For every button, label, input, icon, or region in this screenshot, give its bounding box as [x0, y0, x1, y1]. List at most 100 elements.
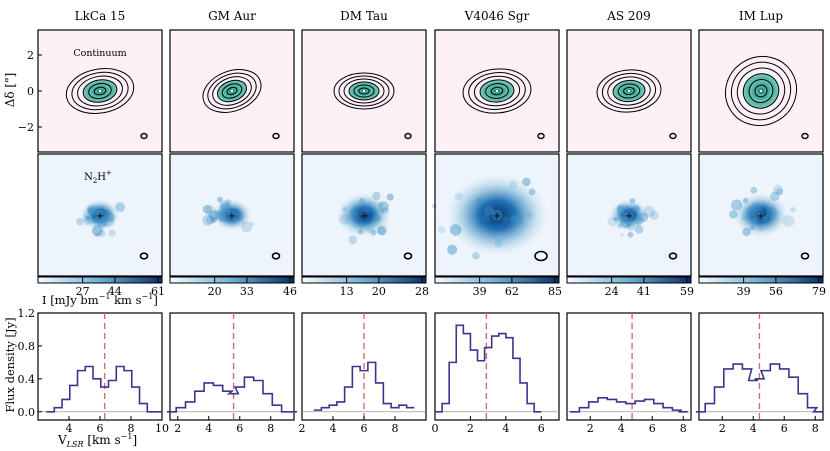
colorbar-tick-label: 79	[812, 285, 826, 298]
n2h-speckle	[85, 216, 90, 221]
spectrum-line	[166, 376, 298, 413]
center-cross: +	[625, 211, 633, 222]
n2h-speckle	[218, 210, 224, 216]
n2h-speckle	[231, 210, 241, 221]
n2h-speckle	[372, 191, 381, 200]
n2h-emission	[212, 199, 252, 231]
n2h-speckle	[372, 214, 381, 223]
n2h-speckle	[511, 199, 518, 206]
center-marker	[362, 89, 366, 93]
n2h-speckle	[359, 197, 365, 204]
n2h-speckle	[205, 205, 217, 217]
n2h-speckle	[377, 224, 388, 236]
n2h-speckle	[219, 214, 224, 219]
continuum-ytick: 2	[27, 49, 34, 62]
beam-ellipse	[669, 132, 677, 140]
n2h-speckle	[237, 214, 244, 221]
n2h-speckle	[761, 215, 768, 223]
n2h-speckle	[624, 210, 635, 221]
n2h-speckle	[210, 216, 218, 223]
n2h-frame	[169, 153, 295, 277]
spectrum-frame	[37, 312, 163, 421]
n2h-speckle	[763, 214, 769, 220]
n2h-speckle	[491, 209, 503, 221]
n2h-emission	[336, 192, 392, 238]
n2h-speckle	[370, 229, 377, 236]
n2h-speckle	[509, 180, 518, 189]
n2h-speckle	[232, 218, 238, 223]
n2h-speckle	[82, 213, 88, 219]
spectrum-xtick: 8	[392, 422, 399, 435]
spectrum-xtick: 6	[361, 422, 368, 435]
contour-ring	[333, 72, 395, 110]
contour-ring	[77, 75, 123, 107]
bottom-ylabel: Flux density [Jy]	[3, 317, 17, 412]
panel-title: AS 209	[606, 9, 651, 23]
n2h-speckle	[750, 186, 758, 194]
n2h-speckle	[75, 217, 84, 226]
contour-ring	[71, 71, 129, 111]
spectrum-xtick: 4	[502, 422, 509, 435]
n2h-speckle	[351, 212, 359, 220]
top-ylabel: Δδ ["]	[3, 73, 17, 108]
beam-ellipse	[139, 252, 149, 260]
colorbar-tick-label: 46	[283, 285, 297, 298]
n2h-speckle	[202, 204, 212, 214]
n2h-speckle	[626, 222, 636, 232]
n2h-speckle	[789, 206, 796, 213]
spectrum-xtick: 8	[267, 422, 274, 435]
n2h-speckle	[770, 191, 780, 202]
panel-column: LkCa 15 2 0 −2 Continuum + N2H+ 27 44 61 4 6 8 10 0.0 0…	[18, 9, 170, 435]
panel-title: GM Aur	[208, 9, 256, 23]
n2h-emission	[80, 199, 120, 231]
contour-ring	[724, 55, 798, 127]
n2h-speckle	[94, 209, 103, 218]
n2h-speckle	[100, 214, 108, 223]
spectrum-xtick: 8	[128, 422, 135, 435]
n2h-speckle	[617, 211, 628, 222]
spectrum-xtick: 4	[66, 422, 73, 435]
n2h-speckle	[221, 203, 232, 214]
n2h-speckle	[348, 235, 358, 245]
spectrum-line	[695, 363, 823, 413]
n2h-speckle	[356, 206, 366, 216]
n2h-speckle	[613, 216, 618, 222]
n2h-speckle	[454, 192, 463, 201]
contour-ring	[343, 78, 385, 104]
spectrum-ytick: 1.2	[18, 307, 36, 320]
n2h-speckle	[218, 213, 228, 223]
n2h-speckle	[104, 209, 112, 217]
continuum-frame	[301, 29, 427, 153]
contour-ring	[601, 72, 657, 110]
n2h-speckle	[377, 202, 383, 208]
beam-ellipse	[800, 252, 810, 260]
spectrum-xtick: 2	[587, 422, 594, 435]
contour-ring	[596, 69, 662, 113]
n2h-speckle	[516, 217, 523, 225]
spectrum-ytick: 0.8	[18, 340, 36, 353]
n2h-speckle	[509, 215, 518, 224]
n2h-speckle	[472, 251, 480, 260]
n2h-speckle	[89, 210, 95, 216]
n2h-speckle	[105, 212, 115, 223]
beam-ellipse	[271, 252, 281, 260]
n2h-speckle	[782, 215, 795, 228]
n2h-speckle	[431, 203, 437, 209]
beam-ellipse	[140, 132, 148, 140]
n2h-speckle	[649, 210, 659, 220]
colorbar	[566, 276, 692, 284]
spectrum-frame	[169, 312, 295, 421]
center-marker	[98, 89, 102, 93]
n2h-speckle	[621, 216, 626, 221]
n2h-speckle	[92, 225, 103, 237]
n2h-speckle	[94, 214, 105, 225]
n2h-speckle	[494, 238, 503, 248]
n2h-speckle	[95, 232, 100, 237]
colorbar-tick-label: 39	[737, 285, 751, 298]
n2h-speckle	[731, 199, 743, 211]
n2h-speckle	[87, 207, 95, 214]
n2h-frame	[301, 153, 427, 277]
n2h-speckle	[226, 210, 235, 218]
